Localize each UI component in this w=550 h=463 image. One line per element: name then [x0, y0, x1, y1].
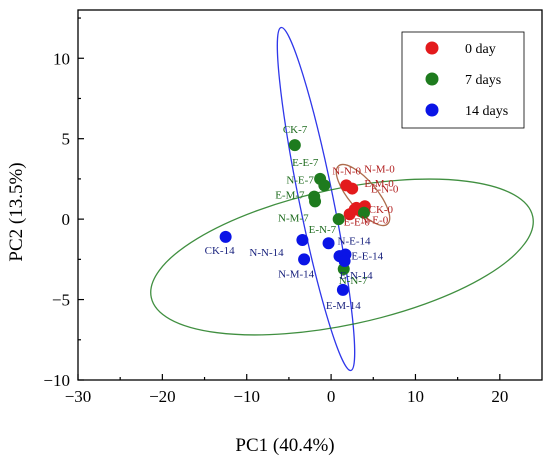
point-label-n-n-14: N-N-14: [249, 247, 284, 259]
point-labels: N-N-0 N-M-0 E-M-0E-N-0 CK-0N-E-0E-E-0 CK-7 E-…: [205, 124, 399, 312]
legend-marker-0-day: [425, 41, 439, 55]
point-label-n-e-7: N-E-7: [286, 174, 314, 186]
point-label-e-e-7: E-E-7: [292, 157, 319, 169]
point-7-days-7: [357, 206, 370, 219]
x-tick-label: 20: [491, 387, 508, 406]
x-tick-label: −20: [149, 387, 176, 406]
axes: −30 −20 −10 0 10 20 −10 −5 0 5 10: [43, 9, 543, 406]
point-label-n-n-0: N-N-0: [332, 165, 361, 177]
x-tick-label: −30: [65, 387, 92, 406]
point-e-m-14: [336, 283, 349, 296]
point-label-n-e-0: N-E-0: [361, 214, 389, 226]
point-label-n-e-14: N-E-14: [338, 235, 371, 247]
legend-label-0-day: 0 day: [465, 42, 496, 57]
point-n-m-14: [298, 253, 311, 266]
x-tick-label: −10: [233, 387, 260, 406]
point-n-m-0: [346, 182, 359, 195]
y-axis-title: PC2 (13.5%): [6, 162, 27, 261]
point-e-n-14: [338, 254, 351, 267]
legend-label-14-days: 14 days: [465, 104, 508, 119]
point-label-ck-7: CK-7: [283, 124, 308, 136]
x-tick-label: 10: [407, 387, 424, 406]
x-tick-label: 0: [327, 387, 336, 406]
legend: 0 day 7 days 14 days: [401, 31, 525, 129]
point-label-e-n-14: E-N-14: [340, 270, 373, 282]
y-tick-label: 10: [53, 49, 70, 68]
point-label-e-e-14: E-E-14: [351, 251, 383, 263]
point-label-n-m-7: N-M-7: [278, 212, 309, 224]
ellipse-14-days: [276, 26, 356, 372]
point-label-e-m-0: E-M-0: [364, 178, 394, 190]
data-points: [219, 139, 371, 296]
point-label-n-m-14: N-M-14: [278, 268, 315, 280]
point-n-e-7: [318, 179, 331, 192]
point-e-n-7: [332, 213, 345, 226]
point-label-e-m-14: E-M-14: [326, 300, 361, 312]
point-n-m-7: [309, 195, 322, 208]
confidence-ellipses: [150, 26, 534, 372]
point-label-ck-0: CK-0: [369, 204, 394, 216]
point-e-e-0: [343, 208, 356, 221]
point-label-n-n-7: N-N-7: [339, 275, 368, 287]
y-tick-label: −5: [52, 291, 70, 310]
y-tick-label: 5: [62, 130, 71, 149]
x-axis-title: PC1 (40.4%): [235, 435, 334, 456]
point-ck-7: [288, 139, 301, 152]
point-label-ck-14: CK-14: [205, 245, 235, 257]
legend-marker-14-days: [425, 103, 439, 117]
ellipse-7-days: [150, 178, 534, 336]
plot-frame: [77, 9, 543, 381]
legend-box: [401, 31, 525, 129]
point-label-e-m-7: E-M-7: [275, 190, 305, 202]
point-label-e-n-7: E-N-7: [309, 224, 337, 236]
point-label-e-e-0: E-E-0: [344, 216, 371, 228]
point-n-e-14: [322, 237, 335, 250]
point-n-n-14: [296, 234, 309, 247]
legend-label-7-days: 7 days: [465, 73, 501, 88]
y-tick-label: −10: [43, 371, 70, 390]
legend-marker-7-days: [425, 72, 439, 86]
y-tick-label: 0: [62, 210, 71, 229]
point-ck-14: [219, 230, 232, 243]
point-label-n-m-0: N-M-0: [364, 164, 395, 176]
point-label-e-n-0: E-N-0: [371, 183, 399, 195]
